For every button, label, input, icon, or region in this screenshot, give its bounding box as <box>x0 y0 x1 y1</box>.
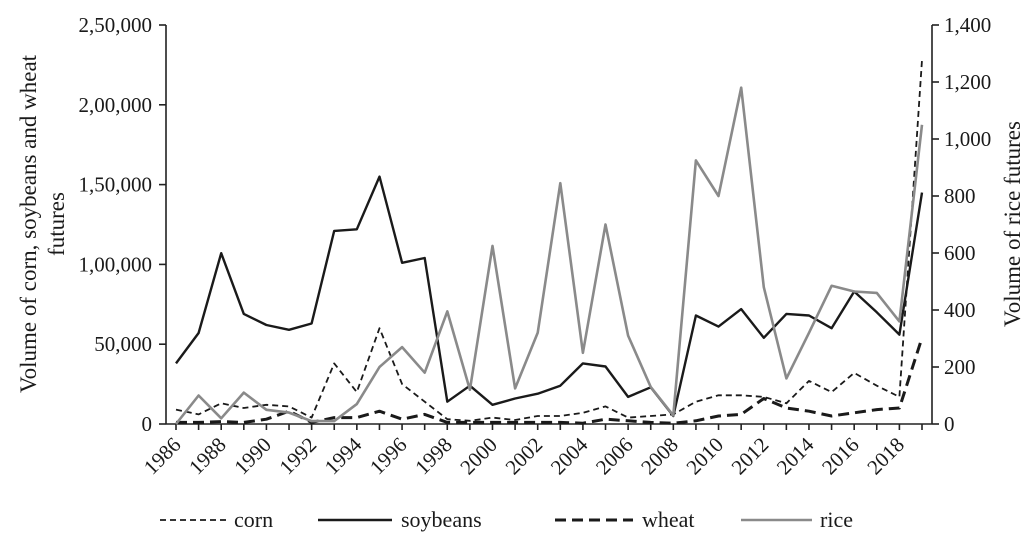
x-tick-label: 1996 <box>365 433 412 480</box>
legend-label-soybeans: soybeans <box>401 507 482 532</box>
left-tick-label: 2,00,000 <box>79 93 153 117</box>
right-tick-label: 1,200 <box>944 70 991 94</box>
legend-label-wheat: wheat <box>642 507 695 532</box>
x-tick-label: 1998 <box>410 433 457 480</box>
x-tick-label: 1986 <box>139 433 186 480</box>
series-line-rice <box>174 86 924 425</box>
right-tick-label: 0 <box>944 412 955 436</box>
x-tick-label: 2008 <box>636 433 683 480</box>
x-tick-label: 2018 <box>862 433 909 480</box>
left-tick-label: 0 <box>142 412 153 436</box>
left-axis-title-line-2: futures <box>44 192 69 256</box>
right-tick-label: 1,000 <box>944 127 991 151</box>
x-tick-label: 1988 <box>184 433 231 480</box>
x-tick-label: 1994 <box>320 432 367 479</box>
legend-label-rice: rice <box>820 507 853 532</box>
left-tick-label: 1,50,000 <box>79 173 153 197</box>
x-tick-label: 2014 <box>772 432 819 479</box>
left-tick-label: 2,50,000 <box>79 13 153 37</box>
x-tick-label: 2010 <box>681 433 728 480</box>
legend-label-corn: corn <box>234 507 273 532</box>
right-tick-label: 200 <box>944 355 976 379</box>
x-tick-label: 2004 <box>546 432 593 479</box>
legend: corn soybeans wheat rice <box>160 507 853 532</box>
x-tick-label: 2016 <box>817 433 864 480</box>
series-layer <box>174 60 924 425</box>
right-tick-label: 400 <box>944 298 976 322</box>
series-line-soybeans <box>175 175 924 418</box>
x-tick-label: 2012 <box>727 433 774 480</box>
left-tick-label: 1,00,000 <box>79 252 153 276</box>
x-tick-label: 2006 <box>591 433 638 480</box>
right-tick-label: 600 <box>944 241 976 265</box>
left-axis-title-line-1: Volume of corn, soybeans and wheat <box>16 54 41 393</box>
x-tick-label: 2000 <box>455 433 502 480</box>
x-tick-label: 1992 <box>275 433 322 480</box>
right-tick-label: 1,400 <box>944 13 991 37</box>
series-line-corn <box>175 60 923 422</box>
left-tick-label: 50,000 <box>94 332 152 356</box>
x-tick-label: 1990 <box>229 433 276 480</box>
axis-ticks: 0 50,000 1,00,000 1,50,000 2,00,000 2,50,000 0… <box>79 13 992 479</box>
axes <box>165 25 933 425</box>
x-tick-label: 2002 <box>501 433 548 480</box>
right-tick-label: 800 <box>944 184 976 208</box>
right-axis-title: Volume of rice futures <box>1000 121 1025 327</box>
